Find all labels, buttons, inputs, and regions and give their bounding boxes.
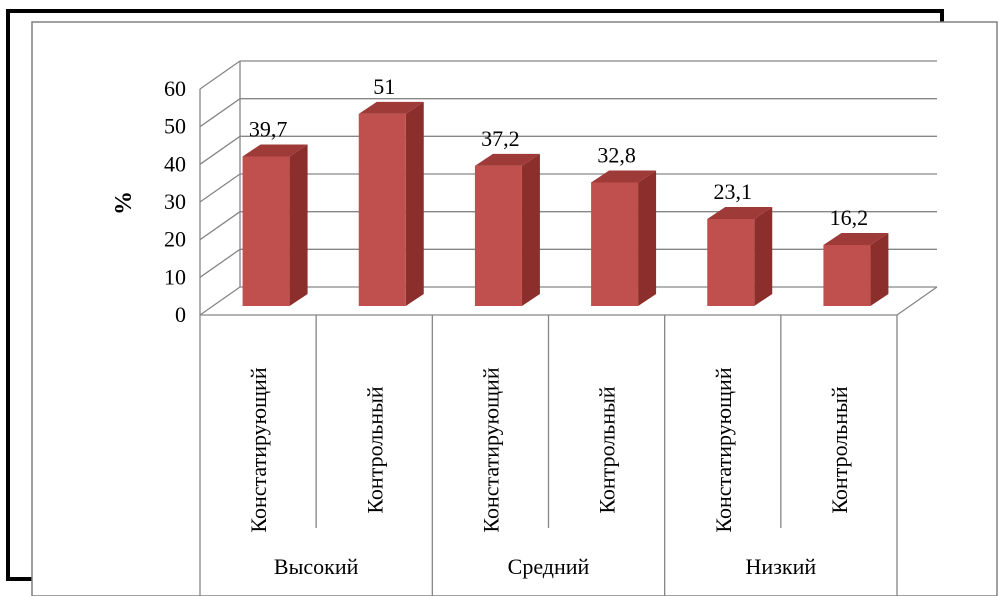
bar [242,156,290,306]
bar-top [474,153,540,166]
group-label: Средний [508,554,590,579]
bar-top [358,101,424,114]
axes [199,89,898,596]
data-label: 32,8 [597,142,636,167]
floor-edge [896,286,938,316]
bar-top [707,206,773,219]
bars [242,101,889,307]
bar-side [870,232,889,306]
category-label: Констатирующий [711,367,736,532]
y-tick-label: 10 [164,264,186,289]
category-label: Контрольный [362,386,387,514]
labels: 0 10 20 30 40 50 60 39,7 Констатирующий 51 Контрол… [164,74,868,579]
bar [474,165,522,306]
y-tick-label: 30 [164,189,186,214]
bar [591,182,639,306]
category-label: Констатирующий [246,367,271,532]
bar-side [289,144,308,306]
bar-side [405,101,424,307]
y-tick-label: 60 [164,76,186,101]
data-label: 23,1 [714,179,753,204]
group-label: Низкий [746,554,817,579]
bar-top [591,170,657,183]
gridline-depth [199,135,241,165]
chart-panel [31,21,998,596]
data-label: 37,2 [481,126,520,151]
bar [823,244,871,306]
y-axis-title: % [111,191,137,215]
bar-top [823,232,889,245]
gridline-depth [199,248,241,278]
y-tick-label: 40 [164,151,186,176]
gridline-depth [199,173,241,203]
y-tick-label: 20 [164,227,186,252]
data-label: 39,7 [249,116,288,141]
gridline-depth [199,60,241,90]
y-tick-label: 0 [175,302,186,327]
group-label: Высокий [274,554,359,579]
category-label: Контрольный [595,386,620,514]
bar [358,113,406,307]
bar-side [754,206,773,306]
bar [707,218,755,306]
data-label: 16,2 [830,205,869,230]
y-tick-label: 50 [164,114,186,139]
gridlines [199,60,938,316]
data-label: 51 [373,74,395,99]
bar-top [242,144,308,157]
bar-side [521,153,540,306]
category-label: Контрольный [827,386,852,514]
bar-side [638,170,657,306]
category-label: Констатирующий [478,367,503,532]
gridline-depth [199,286,241,316]
gridline-depth [199,98,241,128]
gridline-depth [199,211,241,241]
